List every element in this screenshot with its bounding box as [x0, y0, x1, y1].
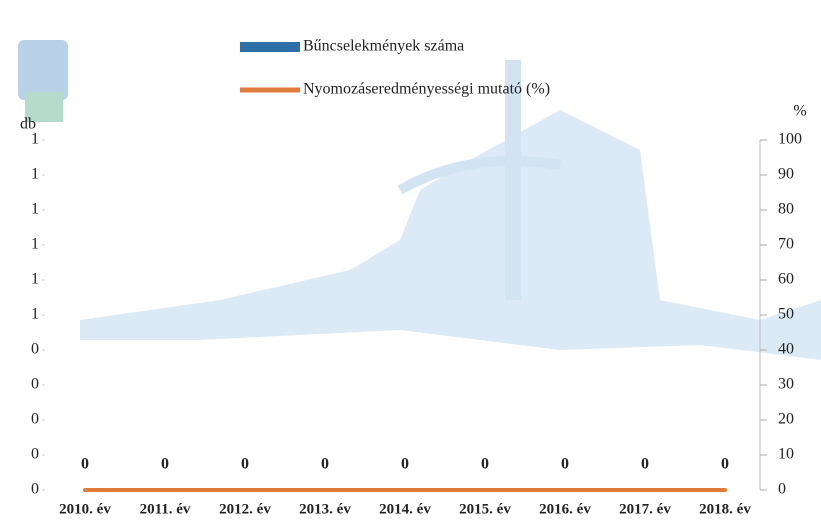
x-tick-label: 2017. év	[619, 501, 671, 517]
data-label: 0	[721, 456, 729, 473]
legend-label: Nyomozáseredményességi mutató (%)	[303, 81, 550, 98]
data-label: 0	[321, 456, 329, 473]
y2-tick-label: 80	[778, 201, 794, 218]
y2-tick-label: 90	[778, 166, 794, 183]
y2-tick-label: 100	[778, 131, 802, 148]
y2-tick-label: 40	[778, 341, 794, 358]
x-tick-label: 2014. év	[379, 501, 431, 517]
x-tick-label: 2015. év	[459, 501, 511, 517]
y2-tick-label: 50	[778, 306, 794, 323]
y-tick-label: 1	[31, 166, 39, 183]
x-tick-label: 2010. év	[59, 501, 111, 517]
x-tick-label: 2012. év	[219, 501, 271, 517]
y-tick-label: 1	[31, 306, 39, 323]
x-tick-label: 2013. év	[299, 501, 351, 517]
y-tick-label: 1	[31, 201, 39, 218]
data-label: 0	[561, 456, 569, 473]
y-tick-label: 0	[31, 341, 39, 358]
y-tick-label: 1	[31, 271, 39, 288]
chart: db % 00000111111010203040506070809010020…	[0, 0, 821, 524]
data-label: 0	[641, 456, 649, 473]
y2-tick-label: 60	[778, 271, 794, 288]
y-tick-label: 1	[31, 131, 39, 148]
data-label: 0	[81, 456, 89, 473]
data-label: 0	[241, 456, 249, 473]
x-tick-label: 2016. év	[539, 501, 591, 517]
x-tick-label: 2018. év	[699, 501, 751, 517]
y2-tick-label: 70	[778, 236, 794, 253]
legend-swatch	[240, 42, 300, 52]
y2-tick-label: 20	[778, 411, 794, 428]
y-tick-label: 0	[31, 481, 39, 498]
data-label: 0	[481, 456, 489, 473]
y2-tick-label: 30	[778, 376, 794, 393]
y2-tick-label: 0	[778, 481, 786, 498]
x-tick-label: 2011. év	[140, 501, 191, 517]
y-tick-label: 0	[31, 411, 39, 428]
y2-tick-label: 10	[778, 446, 794, 463]
data-label: 0	[401, 456, 409, 473]
y2-axis-title: %	[793, 103, 806, 120]
y-tick-label: 1	[31, 236, 39, 253]
y-tick-label: 0	[31, 376, 39, 393]
data-label: 0	[161, 456, 169, 473]
y-tick-label: 0	[31, 446, 39, 463]
legend-label: Bűncselekmények száma	[303, 38, 464, 55]
